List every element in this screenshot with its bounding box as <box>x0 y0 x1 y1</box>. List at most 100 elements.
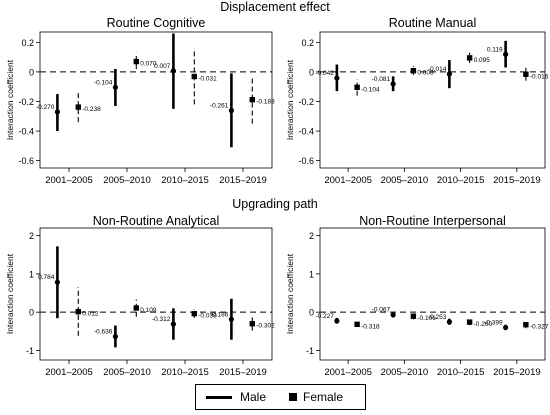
routine-manual-male-value-label: -0.042 <box>315 70 334 77</box>
non-routine-interpersonal-male-value-label: -0.399 <box>484 319 503 326</box>
section-title-upgrading: Upgrading path <box>232 197 318 211</box>
routine-manual-frame <box>319 31 546 169</box>
legend-female-square-icon <box>289 393 297 401</box>
routine-cognitive-female-value-label: -0.031 <box>198 75 217 82</box>
routine-manual-y-tick-label: 0.2 <box>301 38 314 48</box>
non-routine-analytical-female-value-label: -0.039 <box>198 313 217 320</box>
routine-manual-male-point <box>390 81 396 87</box>
routine-cognitive-y-tick-label: -0.6 <box>18 156 34 166</box>
non-routine-analytical-male-point <box>112 333 118 340</box>
non-routine-analytical-x-tick-label: 2010–2015 <box>161 367 209 378</box>
routine-cognitive-male-value-label: -0.261 <box>210 102 229 109</box>
non-routine-analytical-male-value-label: -0.186 <box>210 311 229 318</box>
non-routine-interpersonal-male-value-label: -0.067 <box>372 307 391 314</box>
non-routine-interpersonal-y-tick-label: 1 <box>309 269 314 279</box>
routine-manual-male-value-label: 0.119 <box>487 46 503 53</box>
non-routine-interpersonal-x-tick-label: 2010–2015 <box>437 367 485 378</box>
non-routine-analytical-x-tick-label: 2005–2010 <box>103 367 151 378</box>
routine-cognitive-frame <box>39 31 273 169</box>
routine-cognitive-male-value-label: -0.104 <box>94 79 113 86</box>
non-routine-interpersonal-x-tick-label: 2005–2010 <box>381 367 429 378</box>
routine-cognitive-female-point <box>191 73 197 80</box>
non-routine-analytical-male-point <box>54 279 61 285</box>
routine-manual-female-point <box>354 84 360 90</box>
routine-manual-female-point <box>523 71 529 77</box>
routine-cognitive-female-value-label: 0.070 <box>140 61 157 68</box>
non-routine-interpersonal-male-point <box>503 324 509 331</box>
routine-manual-male-value-label: -0.014 <box>428 66 447 73</box>
routine-manual-x-tick-label: 2001–2005 <box>324 175 372 186</box>
non-routine-interpersonal-male-value-label: -0.227 <box>315 313 334 320</box>
non-routine-analytical-female-value-label: 0.012 <box>82 311 99 318</box>
non-routine-interpersonal-y-axis-label: Interaction coefficient <box>285 253 295 334</box>
non-routine-interpersonal-x-tick-label: 2015–2019 <box>493 367 541 378</box>
panel-title-non-routine-interpersonal: Non-Routine Interpersonal <box>359 214 506 228</box>
non-routine-analytical-frame <box>39 227 273 361</box>
non-routine-analytical-male-value-label: -0.636 <box>94 329 113 336</box>
routine-manual-y-tick-label: -0.4 <box>298 127 314 137</box>
non-routine-analytical-x-tick-label: 2001–2005 <box>45 367 93 378</box>
routine-manual-y-axis-label: Interaction coefficient <box>285 59 295 140</box>
routine-cognitive-female-point <box>133 58 139 65</box>
non-routine-analytical-female-point <box>75 309 81 315</box>
section-title-displacement: Displacement effect <box>220 0 330 14</box>
routine-manual-female-value-label: -0.104 <box>361 86 380 93</box>
routine-cognitive-x-tick-label: 2001–2005 <box>45 175 93 186</box>
routine-cognitive-female-value-label: -0.188 <box>256 99 275 106</box>
routine-cognitive-y-tick-label: 0 <box>29 67 34 77</box>
routine-cognitive-x-tick-label: 2015–2019 <box>219 175 267 186</box>
non-routine-analytical-y-tick-label: -1 <box>26 346 34 356</box>
routine-cognitive-male-point <box>112 84 118 90</box>
routine-manual-female-point <box>466 55 473 61</box>
legend: Male Female <box>195 384 366 410</box>
non-routine-interpersonal-frame <box>319 227 546 361</box>
non-routine-analytical-y-tick-label: 0 <box>29 308 34 318</box>
routine-manual-male-point <box>446 71 452 77</box>
non-routine-analytical-male-value-label: 0.784 <box>38 274 55 281</box>
non-routine-interpersonal-male-point <box>446 319 452 325</box>
routine-cognitive-female-point <box>249 97 255 103</box>
non-routine-analytical-y-tick-label: 2 <box>29 231 34 241</box>
non-routine-interpersonal-male-point <box>334 318 340 324</box>
non-routine-interpersonal-female-value-label: -0.106 <box>417 315 436 322</box>
routine-manual-female-value-label: 0.095 <box>474 57 491 64</box>
routine-manual-y-tick-label: -0.6 <box>298 156 314 166</box>
routine-manual-male-point <box>334 75 340 81</box>
routine-manual-female-value-label: -0.016 <box>530 73 549 80</box>
routine-cognitive-y-axis-label: Interaction coefficient <box>5 59 15 140</box>
routine-cognitive-male-value-label: -0.270 <box>36 104 55 111</box>
panel-title-non-routine-analytical: Non-Routine Analytical <box>92 214 220 228</box>
non-routine-analytical-female-value-label: -0.302 <box>256 323 275 330</box>
non-routine-interpersonal-female-value-label: -0.318 <box>361 323 380 330</box>
non-routine-interpersonal-male-value-label: -0.253 <box>428 314 447 321</box>
routine-cognitive-male-value-label: 0.007 <box>154 63 171 70</box>
panel-title-routine-cognitive: Routine Cognitive <box>106 16 206 30</box>
routine-cognitive-y-tick-label: 0.2 <box>21 38 34 48</box>
non-routine-analytical-female-point <box>191 310 197 317</box>
routine-cognitive-x-tick-label: 2005–2010 <box>103 175 151 186</box>
routine-cognitive-female-value-label: -0.238 <box>82 106 101 113</box>
routine-manual-y-tick-label: -0.2 <box>298 97 314 107</box>
non-routine-interpersonal-y-tick-label: 2 <box>309 231 314 241</box>
non-routine-interpersonal-x-tick-label: 2001–2005 <box>324 367 372 378</box>
non-routine-analytical-y-axis-label: Interaction coefficient <box>5 253 15 334</box>
legend-female-label: Female <box>303 390 344 404</box>
routine-manual-male-point <box>503 51 509 57</box>
routine-manual-female-value-label: 0.008 <box>417 70 434 77</box>
routine-cognitive-x-tick-label: 2010–2015 <box>161 175 209 186</box>
non-routine-interpersonal-female-point <box>410 313 417 319</box>
non-routine-analytical-male-value-label: -0.312 <box>152 316 171 323</box>
routine-manual-x-tick-label: 2005–2010 <box>381 175 429 186</box>
non-routine-analytical-female-point <box>133 305 139 311</box>
non-routine-interpersonal-female-point <box>354 321 360 328</box>
non-routine-interpersonal-female-value-label: -0.327 <box>530 324 549 331</box>
non-routine-interpersonal-female-point <box>466 319 473 325</box>
non-routine-interpersonal-y-tick-label: 0 <box>309 308 314 318</box>
routine-cognitive-y-tick-label: -0.4 <box>18 127 34 137</box>
routine-cognitive-male-point <box>54 109 61 115</box>
non-routine-interpersonal-male-point <box>390 312 396 318</box>
routine-cognitive-male-point <box>170 68 176 74</box>
non-routine-analytical-male-point <box>170 321 176 327</box>
non-routine-interpersonal-y-tick-label: -1 <box>306 346 314 356</box>
non-routine-analytical-x-tick-label: 2015–2019 <box>219 367 267 378</box>
